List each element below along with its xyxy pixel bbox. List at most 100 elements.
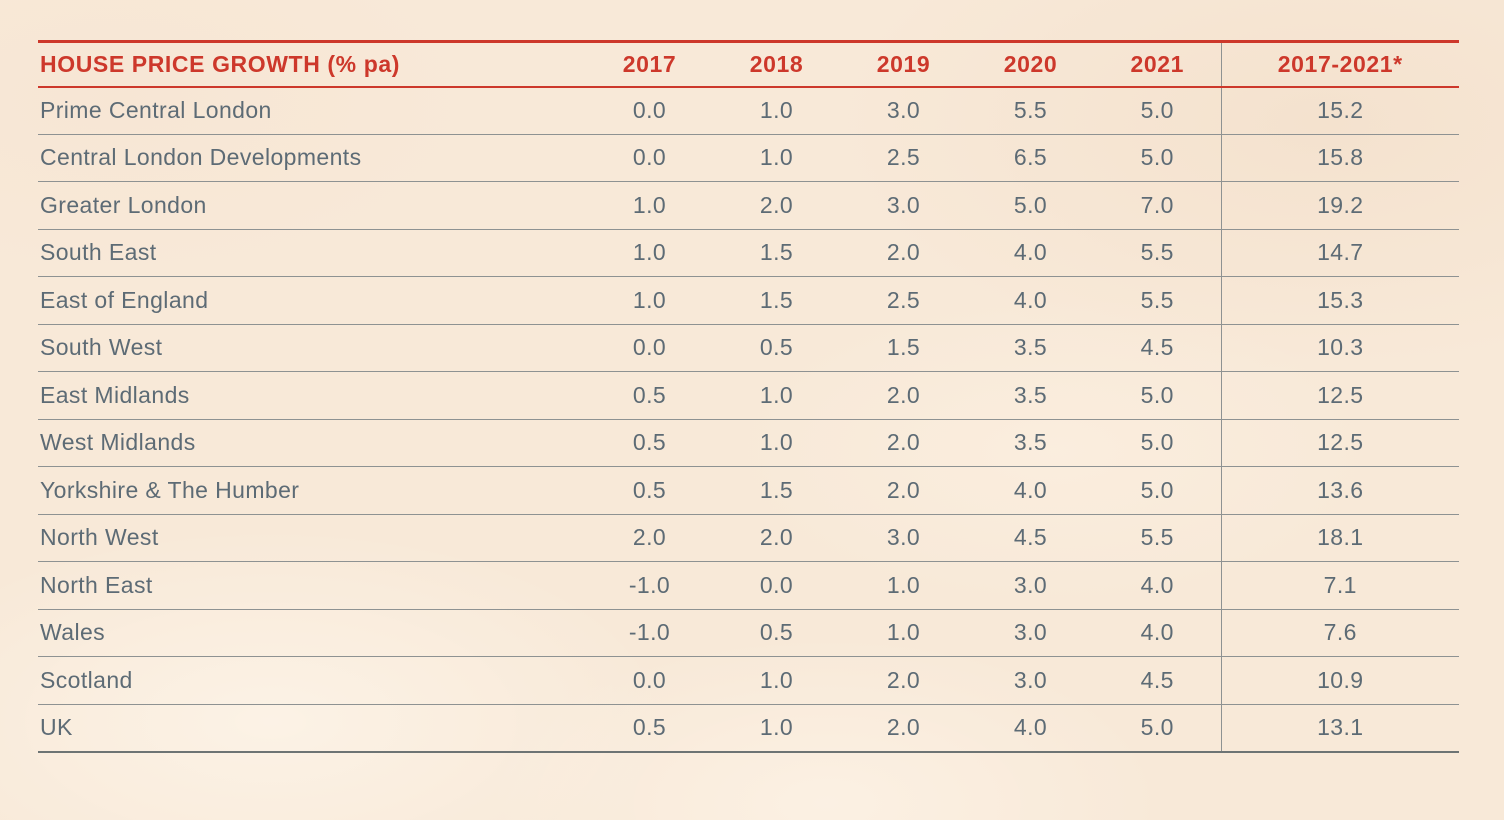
value-cell: 1.5	[713, 229, 840, 277]
column-header-2018: 2018	[713, 41, 840, 88]
table-row: Central London Developments 0.0 1.0 2.5 6.5 5…	[38, 134, 1459, 182]
value-cell: -1.0	[586, 561, 713, 610]
value-cell: 1.0	[586, 181, 713, 230]
value-cell: 2.5	[840, 276, 967, 325]
value-cell: 6.5	[967, 134, 1094, 182]
value-cell: 4.0	[967, 466, 1094, 515]
total-cell: 19.2	[1220, 181, 1459, 230]
column-header-2021: 2021	[1094, 41, 1221, 88]
value-cell: 0.0	[586, 324, 713, 372]
value-cell: 3.0	[967, 609, 1094, 657]
value-cell: 3.0	[840, 181, 967, 230]
value-cell: 5.0	[1094, 86, 1221, 135]
value-cell: 1.5	[713, 466, 840, 515]
total-cell: 10.3	[1220, 324, 1459, 372]
total-cell: 7.6	[1220, 609, 1459, 657]
table-title: HOUSE PRICE GROWTH (% pa)	[38, 41, 586, 88]
value-cell: 5.0	[1094, 419, 1221, 467]
value-cell: 3.5	[967, 371, 1094, 420]
value-cell: 5.5	[1094, 514, 1221, 562]
table-row: West Midlands 0.5 1.0 2.0 3.5 5.0 12.5	[38, 419, 1459, 467]
table-row: East Midlands 0.5 1.0 2.0 3.5 5.0 12.5	[38, 371, 1459, 420]
table-row: North East -1.0 0.0 1.0 3.0 4.0 7.1	[38, 561, 1459, 610]
table-row: South West 0.0 0.5 1.5 3.5 4.5 10.3	[38, 324, 1459, 372]
value-cell: 2.0	[840, 656, 967, 705]
value-cell: 2.0	[840, 371, 967, 420]
value-cell: 3.0	[840, 514, 967, 562]
total-cell: 15.2	[1220, 86, 1459, 135]
value-cell: 1.0	[713, 371, 840, 420]
total-cell: 12.5	[1220, 419, 1459, 467]
column-header-2019: 2019	[840, 41, 967, 88]
value-cell: 0.5	[586, 371, 713, 420]
total-cell: 14.7	[1220, 229, 1459, 277]
table-row: Scotland 0.0 1.0 2.0 3.0 4.5 10.9	[38, 656, 1459, 705]
value-cell: 1.0	[713, 134, 840, 182]
value-cell: 2.0	[840, 419, 967, 467]
value-cell: 4.0	[967, 276, 1094, 325]
value-cell: 1.0	[840, 561, 967, 610]
value-cell: 5.0	[1094, 466, 1221, 515]
table-row: Prime Central London 0.0 1.0 3.0 5.5 5.0 15.2	[38, 86, 1459, 135]
value-cell: 2.0	[586, 514, 713, 562]
value-cell: 5.0	[1094, 134, 1221, 182]
total-cell: 15.3	[1220, 276, 1459, 325]
value-cell: 1.0	[840, 609, 967, 657]
value-cell: 5.5	[1094, 229, 1221, 277]
value-cell: 3.0	[840, 86, 967, 135]
house-price-growth-table: HOUSE PRICE GROWTH (% pa) 2017 2018 2019…	[38, 40, 1459, 753]
total-cell: 15.8	[1220, 134, 1459, 182]
value-cell: 4.5	[967, 514, 1094, 562]
value-cell: 2.5	[840, 134, 967, 182]
value-cell: 4.5	[1094, 324, 1221, 372]
value-cell: 1.0	[713, 656, 840, 705]
column-header-2017: 2017	[586, 41, 713, 88]
table-row: Greater London 1.0 2.0 3.0 5.0 7.0 19.2	[38, 181, 1459, 230]
value-cell: 5.5	[967, 86, 1094, 135]
table-row: Wales -1.0 0.5 1.0 3.0 4.0 7.6	[38, 609, 1459, 657]
value-cell: 4.5	[1094, 656, 1221, 705]
value-cell: 5.0	[1094, 704, 1221, 753]
value-cell: 1.0	[586, 229, 713, 277]
total-cell: 7.1	[1220, 561, 1459, 610]
region-cell: Prime Central London	[38, 86, 586, 135]
value-cell: 5.0	[967, 181, 1094, 230]
value-cell: 3.5	[967, 324, 1094, 372]
region-cell: West Midlands	[38, 419, 586, 467]
value-cell: 2.0	[840, 229, 967, 277]
total-cell: 13.6	[1220, 466, 1459, 515]
value-cell: 0.5	[586, 466, 713, 515]
region-cell: Greater London	[38, 181, 586, 230]
value-cell: 1.0	[713, 86, 840, 135]
value-cell: 4.0	[967, 229, 1094, 277]
value-cell: 0.5	[713, 324, 840, 372]
region-cell: East Midlands	[38, 371, 586, 420]
value-cell: 1.0	[713, 704, 840, 753]
region-cell: North West	[38, 514, 586, 562]
value-cell: 4.0	[1094, 609, 1221, 657]
value-cell: 0.5	[586, 419, 713, 467]
value-cell: 0.5	[713, 609, 840, 657]
total-cell: 10.9	[1220, 656, 1459, 705]
column-header-total: 2017-2021*	[1220, 41, 1459, 88]
region-cell: South East	[38, 229, 586, 277]
value-cell: 0.0	[713, 561, 840, 610]
value-cell: 3.0	[967, 656, 1094, 705]
value-cell: 5.5	[1094, 276, 1221, 325]
value-cell: 0.0	[586, 656, 713, 705]
table-row: North West 2.0 2.0 3.0 4.5 5.5 18.1	[38, 514, 1459, 562]
table-body: Prime Central London 0.0 1.0 3.0 5.5 5.0 15.2 C…	[38, 86, 1459, 753]
value-cell: 1.5	[840, 324, 967, 372]
value-cell: 3.0	[967, 561, 1094, 610]
region-cell: Wales	[38, 609, 586, 657]
total-cell: 13.1	[1220, 704, 1459, 753]
value-cell: 0.0	[586, 86, 713, 135]
region-cell: North East	[38, 561, 586, 610]
table-row: UK 0.5 1.0 2.0 4.0 5.0 13.1	[38, 704, 1459, 753]
value-cell: 1.0	[586, 276, 713, 325]
value-cell: 1.0	[713, 419, 840, 467]
region-cell: Central London Developments	[38, 134, 586, 182]
value-cell: 2.0	[840, 466, 967, 515]
value-cell: 2.0	[713, 514, 840, 562]
